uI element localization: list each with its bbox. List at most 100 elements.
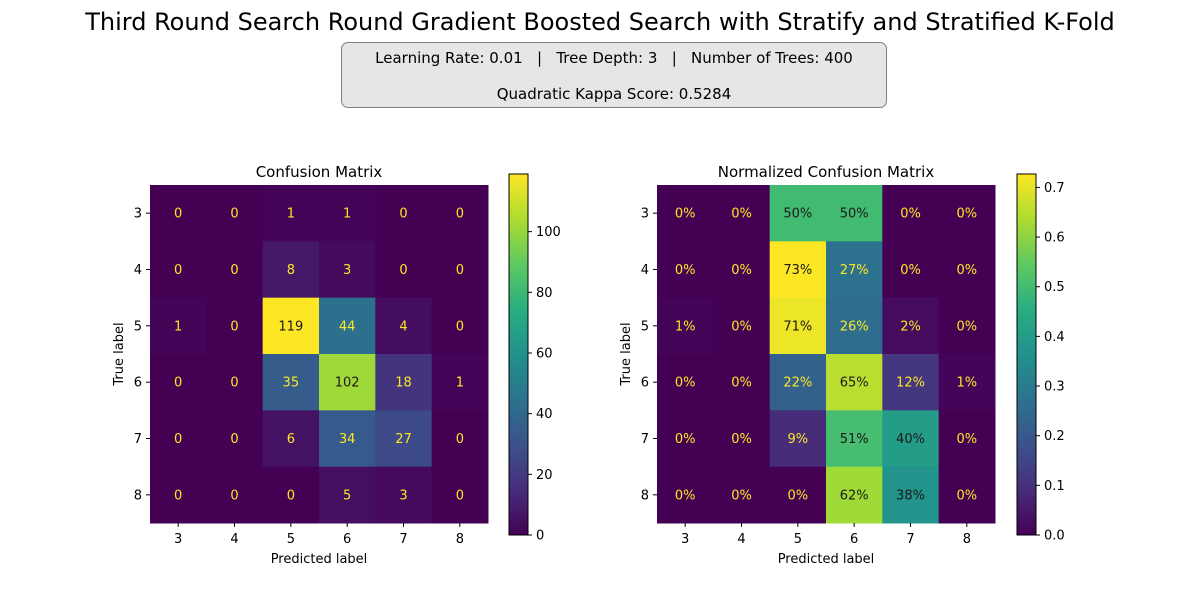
cm-xtick-label-0: 3 [174, 532, 182, 547]
cm-cell-4-5 [431, 410, 489, 468]
cm-cell-label-5-2: 0 [287, 488, 295, 503]
cm-cell-label-0-4: 0 [399, 207, 407, 222]
ncm-cell-label-2-1: 0% [731, 319, 752, 334]
cm-cell-1-3 [319, 241, 376, 299]
ncm-cell-1-1 [713, 241, 771, 299]
ncm-cell-label-4-3: 51% [840, 432, 869, 447]
ncm-cell-label-3-2: 22% [783, 376, 812, 391]
ncm-cell-label-4-4: 40% [896, 432, 925, 447]
ncm-cell-label-1-3: 27% [840, 263, 869, 278]
ncm-cell-label-5-3: 62% [840, 488, 869, 503]
cm-cell-3-2 [262, 354, 320, 411]
cm-cell-1-0 [150, 241, 207, 299]
ncm-xtick-label-4: 7 [906, 532, 914, 547]
ncm-cell-label-0-1: 0% [731, 207, 752, 222]
cm-cell-label-4-4: 27 [395, 432, 412, 447]
ncm-cell-4-2 [769, 410, 827, 468]
ncm-xlabel: Predicted label [778, 552, 875, 567]
cm-ytick-label-0: 3 [134, 207, 142, 222]
ncm-cell-2-3 [826, 297, 883, 355]
cm-cell-label-4-0: 0 [174, 432, 182, 447]
ncm-cell-3-1 [713, 354, 771, 411]
cm-cell-label-3-0: 0 [174, 376, 182, 391]
ncm-cell-label-3-0: 0% [675, 376, 696, 391]
ncm-cell-label-3-3: 65% [840, 376, 869, 391]
cm-xtick-label-3: 6 [343, 532, 351, 547]
cm-colorbar-tick-label-2: 40 [536, 407, 553, 422]
ncm-cell-label-2-3: 26% [840, 319, 869, 334]
cm-ytick-label-5: 8 [134, 488, 142, 503]
cm-cell-2-1 [206, 297, 264, 355]
ncm-cell-label-0-2: 50% [783, 207, 812, 222]
cm-xtick-label-4: 7 [399, 532, 407, 547]
ncm-cell-4-5 [938, 410, 996, 468]
cm-colorbar-tick-label-5: 100 [536, 225, 561, 240]
ncm-cell-label-0-4: 0% [900, 207, 921, 222]
ncm-cell-3-5 [938, 354, 996, 411]
ncm-colorbar-tick-label-4: 0.4 [1044, 330, 1065, 345]
cm-cell-2-3 [319, 297, 376, 355]
cm-cell-label-5-0: 0 [174, 488, 182, 503]
ncm-xtick-label-1: 4 [737, 532, 745, 547]
cm-cell-label-2-5: 0 [456, 319, 464, 334]
ncm-cell-4-3 [826, 410, 883, 468]
ncm-ytick-label-2: 5 [641, 319, 649, 334]
cm-cell-2-5 [431, 297, 489, 355]
cm-cell-0-1 [206, 185, 264, 242]
ncm-cell-5-1 [713, 466, 771, 524]
cm-cell-label-3-4: 18 [395, 376, 412, 391]
cm-cell-0-0 [150, 185, 207, 242]
ncm-cell-label-0-0: 0% [675, 207, 696, 222]
ncm-cell-2-1 [713, 297, 771, 355]
cm-xtick-label-1: 4 [230, 532, 238, 547]
cm-cell-label-4-5: 0 [456, 432, 464, 447]
ncm-cell-0-5 [938, 185, 996, 242]
ncm-colorbar-tick-label-3: 0.3 [1044, 380, 1065, 395]
cm-cell-2-4 [375, 297, 433, 355]
cm-cell-5-5 [431, 466, 489, 524]
cm-cell-5-4 [375, 466, 433, 524]
ncm-cell-label-2-5: 0% [957, 319, 978, 334]
cm-cell-2-0 [150, 297, 207, 355]
ncm-ytick-label-3: 6 [641, 376, 649, 391]
cm-xlabel: Predicted label [271, 552, 368, 567]
ncm-cell-0-1 [713, 185, 771, 242]
cm-cell-5-2 [262, 466, 320, 524]
cm-ytick-label-1: 4 [134, 263, 142, 278]
ncm-cell-label-2-0: 1% [675, 319, 696, 334]
cm-cell-label-4-2: 6 [287, 432, 295, 447]
cm-cell-4-2 [262, 410, 320, 468]
cm-cell-label-3-3: 102 [335, 376, 360, 391]
cm-cell-1-2 [262, 241, 320, 299]
cm-cell-2-2 [262, 297, 320, 355]
cm-cell-1-4 [375, 241, 433, 299]
cm-cell-0-2 [262, 185, 320, 242]
ncm-cell-0-4 [882, 185, 940, 242]
cm-cell-0-5 [431, 185, 489, 242]
cm-cell-label-5-4: 3 [399, 488, 407, 503]
cm-cell-0-4 [375, 185, 433, 242]
ncm-cell-1-5 [938, 241, 996, 299]
cm-cell-label-5-5: 0 [456, 488, 464, 503]
ncm-ytick-label-0: 3 [641, 207, 649, 222]
cm-cell-1-5 [431, 241, 489, 299]
cm-cell-label-1-5: 0 [456, 263, 464, 278]
ncm-cell-1-2 [769, 241, 827, 299]
info-box: Learning Rate: 0.01 | Tree Depth: 3 | Nu… [341, 42, 887, 108]
ncm-xtick-label-3: 6 [850, 532, 858, 547]
cm-ytick-label-3: 6 [134, 376, 142, 391]
cm-cell-0-3 [319, 185, 376, 242]
cm-cell-label-2-1: 0 [230, 319, 238, 334]
ncm-cell-label-3-4: 12% [896, 376, 925, 391]
ncm-cell-5-2 [769, 466, 827, 524]
ncm-cell-label-3-5: 1% [957, 376, 978, 391]
ncm-cell-label-5-0: 0% [675, 488, 696, 503]
ncm-cell-5-5 [938, 466, 996, 524]
ncm-cell-label-4-1: 0% [731, 432, 752, 447]
cm-cell-label-3-2: 35 [283, 376, 300, 391]
ncm-title: Normalized Confusion Matrix [718, 163, 935, 181]
ncm-ylabel: True label [619, 322, 634, 386]
cm-cell-4-4 [375, 410, 433, 468]
cm-cell-label-4-1: 0 [230, 432, 238, 447]
cm-colorbar-tick-label-1: 20 [536, 468, 553, 483]
